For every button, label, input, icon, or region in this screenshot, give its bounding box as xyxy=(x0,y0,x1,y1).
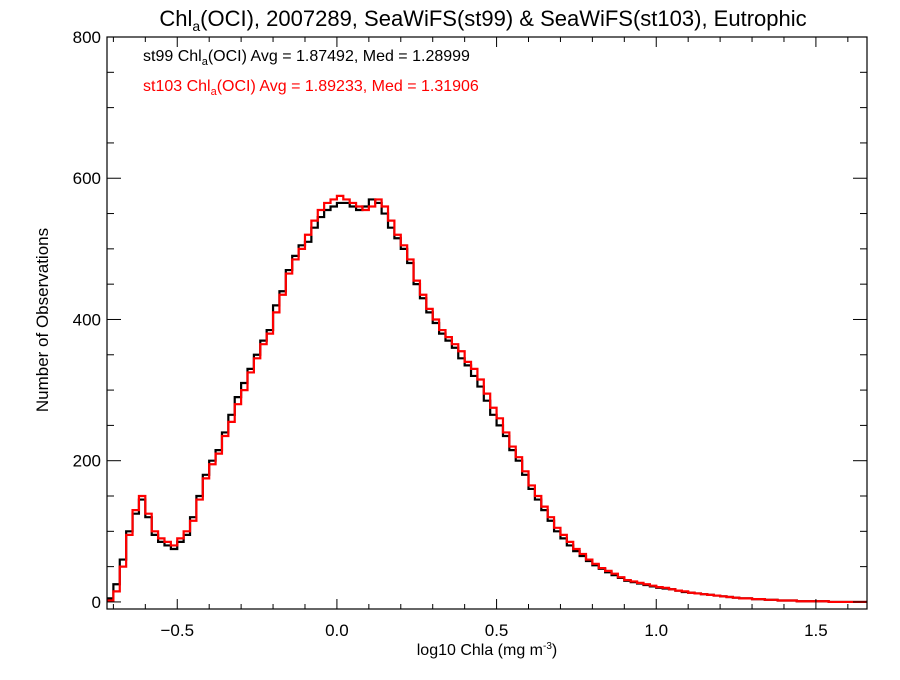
y-tick-label: 400 xyxy=(73,310,101,329)
x-tick-label: −0.5 xyxy=(160,621,194,640)
y-tick-label: 200 xyxy=(73,452,101,471)
legend-st103: st103 Chla(OCI) Avg = 1.89233, Med = 1.3… xyxy=(143,78,479,98)
plot-frame xyxy=(106,36,868,610)
x-axis-label: log10 Chla (mg m-3) xyxy=(417,641,558,659)
x-tick-label: 0.5 xyxy=(485,621,509,640)
x-tick-label: 1.5 xyxy=(804,621,828,640)
chart-title: Chla(OCI), 2007289, SeaWiFS(st99) & SeaW… xyxy=(159,6,806,34)
legend-st99: st99 Chla(OCI) Avg = 1.87492, Med = 1.28… xyxy=(143,48,470,68)
y-tick-label: 0 xyxy=(92,593,101,612)
y-tick-label: 800 xyxy=(73,28,101,47)
x-tick-label: 0.0 xyxy=(325,621,349,640)
x-tick-label: 1.0 xyxy=(644,621,668,640)
series-line-st103 xyxy=(107,194,867,604)
y-axis-label: Number of Observations xyxy=(33,228,52,412)
y-tick-label: 600 xyxy=(73,169,101,188)
